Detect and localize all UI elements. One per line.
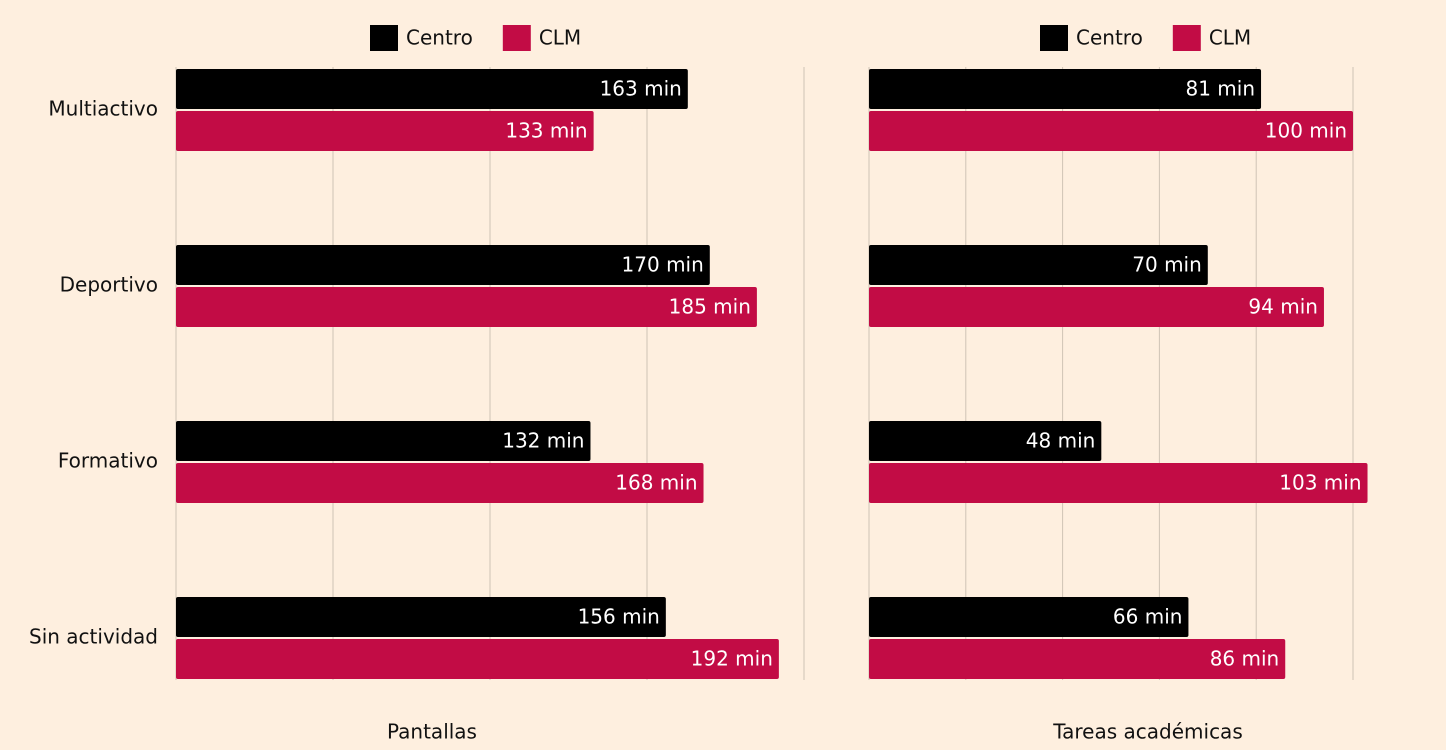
bar xyxy=(176,69,688,109)
bar xyxy=(176,639,779,679)
value-label: 192 min xyxy=(691,647,773,671)
value-label: 170 min xyxy=(622,253,704,277)
x-axis-title: Pantallas xyxy=(387,720,477,744)
y-tick-label: Formativo xyxy=(58,449,158,473)
bar xyxy=(176,421,591,461)
legend-swatch xyxy=(502,25,531,51)
bar xyxy=(176,287,757,327)
x-axis-title: Tareas académicas xyxy=(1052,720,1243,744)
bar xyxy=(869,421,1102,461)
y-tick-label: Sin actividad xyxy=(29,625,158,649)
bar xyxy=(869,69,1262,109)
value-label: 66 min xyxy=(1113,605,1183,629)
legend-label: CLM xyxy=(1209,26,1251,50)
bar xyxy=(176,597,666,637)
bar xyxy=(176,111,594,151)
bar xyxy=(869,463,1368,503)
value-label: 100 min xyxy=(1265,119,1347,143)
legend-swatch xyxy=(370,25,398,51)
legend-label: CLM xyxy=(539,26,581,50)
bar xyxy=(869,639,1286,679)
bar xyxy=(869,597,1189,637)
bar xyxy=(176,245,710,285)
value-label: 94 min xyxy=(1248,295,1318,319)
legend-label: Centro xyxy=(406,26,473,50)
value-label: 132 min xyxy=(502,429,584,453)
value-label: 156 min xyxy=(578,605,660,629)
y-tick-label: Deportivo xyxy=(60,273,158,297)
bar xyxy=(869,111,1353,151)
value-label: 168 min xyxy=(615,471,697,495)
value-label: 86 min xyxy=(1210,647,1280,671)
value-label: 81 min xyxy=(1186,77,1256,101)
value-label: 163 min xyxy=(600,77,682,101)
value-label: 103 min xyxy=(1279,471,1361,495)
legend-swatch xyxy=(1172,25,1201,51)
bar xyxy=(869,287,1324,327)
y-tick-label: Multiactivo xyxy=(48,97,158,121)
value-label: 48 min xyxy=(1026,429,1096,453)
bar xyxy=(869,245,1208,285)
legend-swatch xyxy=(1040,25,1068,51)
value-label: 70 min xyxy=(1132,253,1202,277)
value-label: 185 min xyxy=(669,295,751,319)
bar xyxy=(176,463,704,503)
value-label: 133 min xyxy=(505,119,587,143)
legend-label: Centro xyxy=(1076,26,1143,50)
